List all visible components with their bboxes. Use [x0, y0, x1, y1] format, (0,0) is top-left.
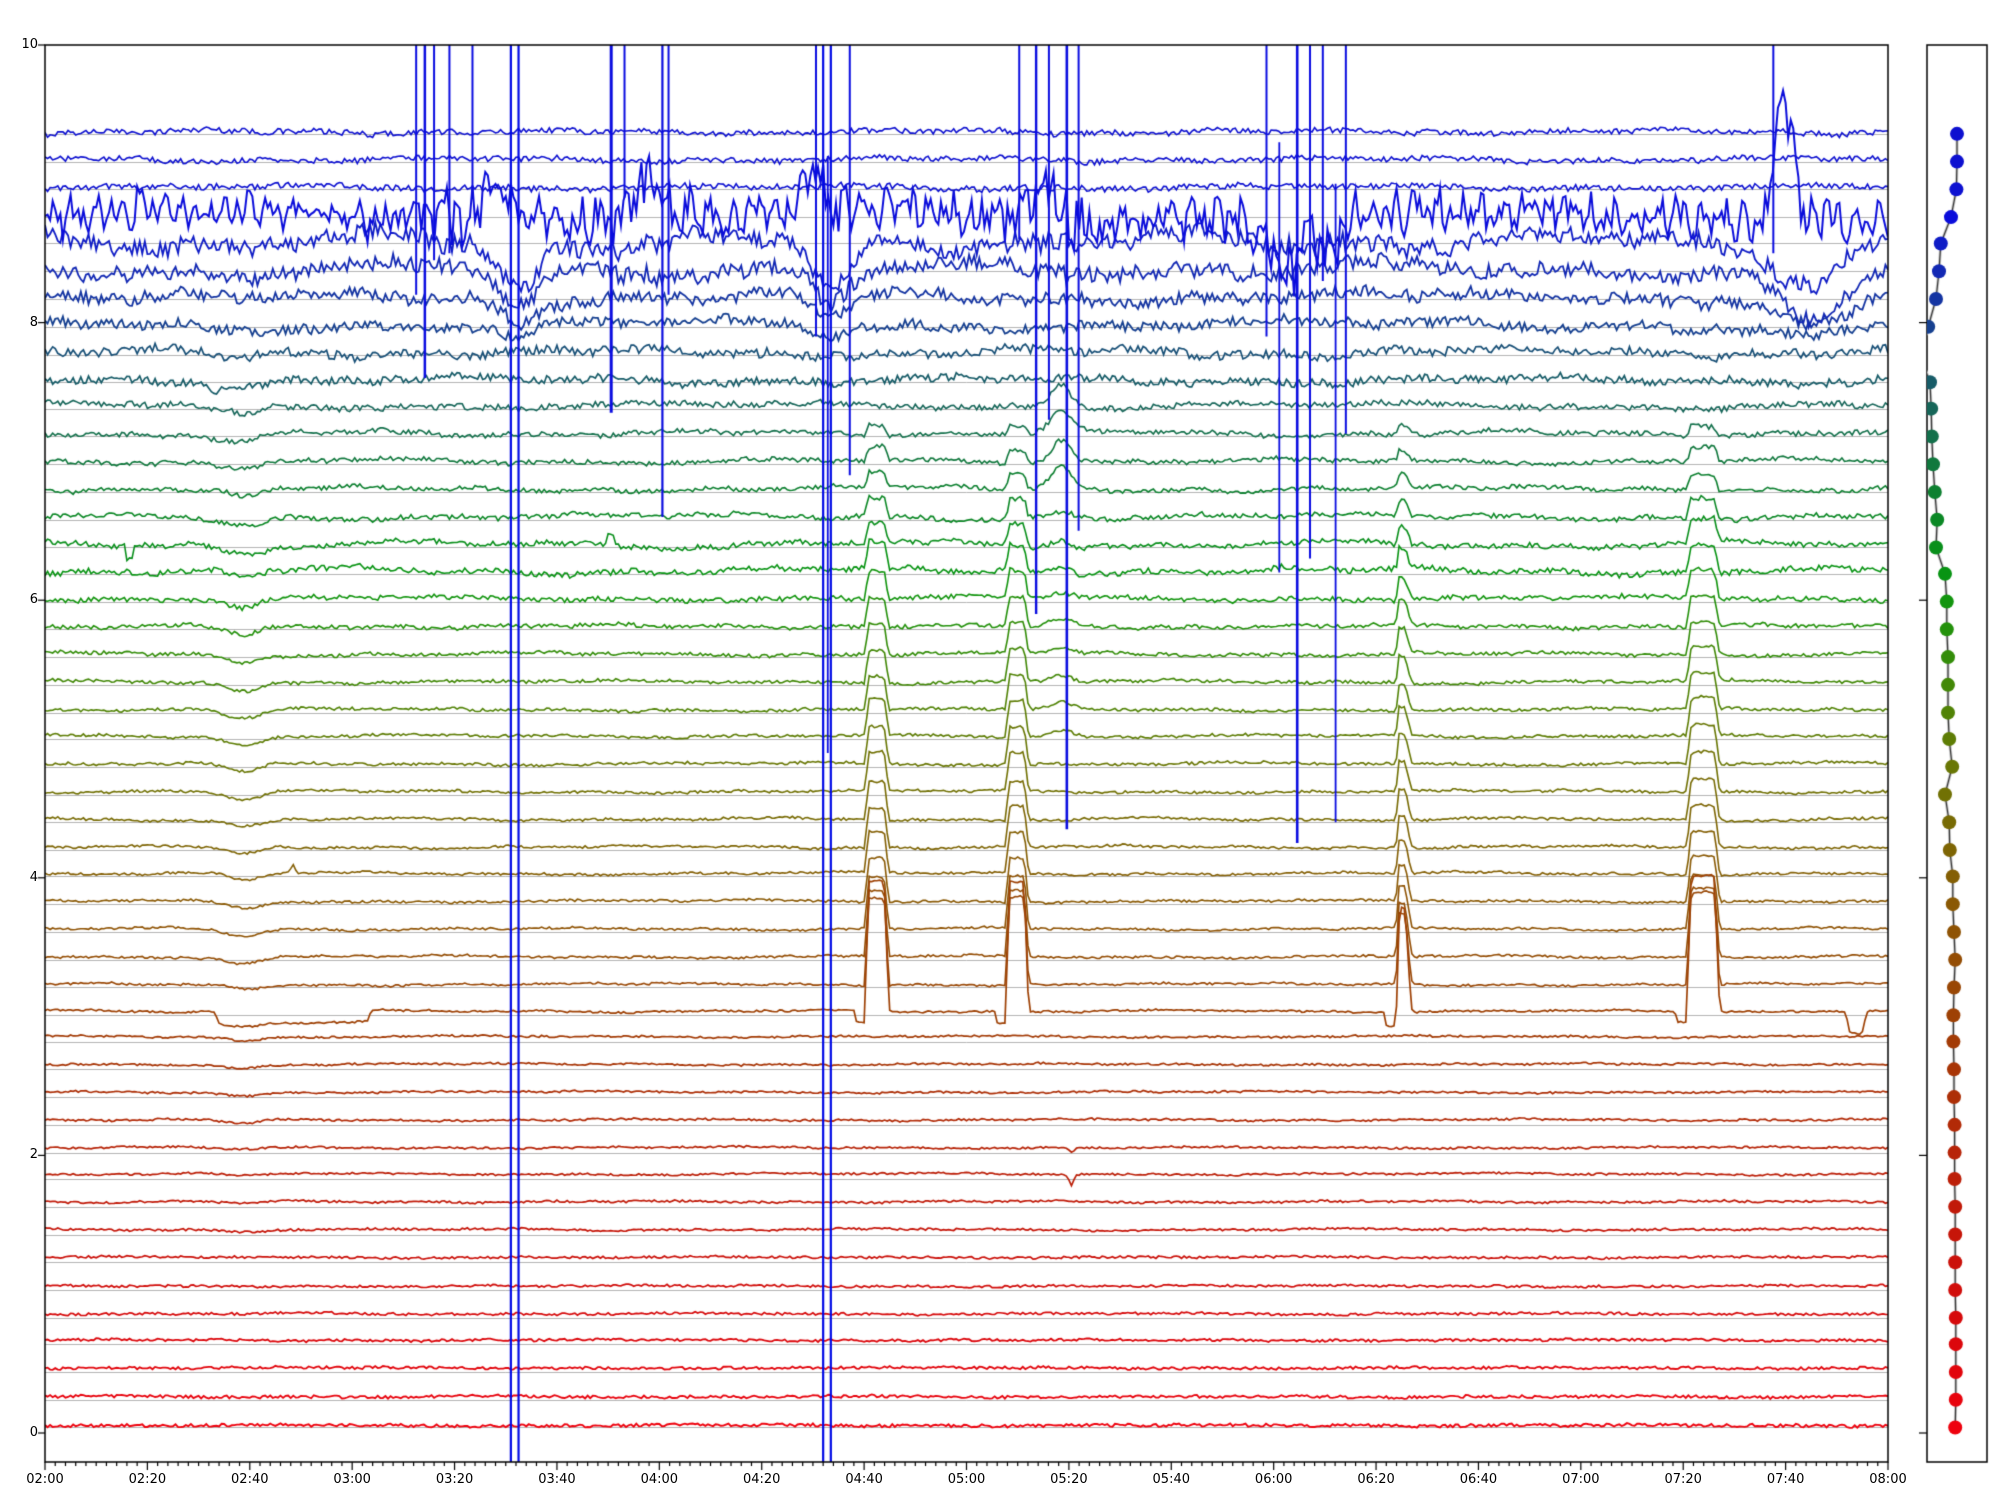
- x-tick-label: 06:20: [1357, 1472, 1395, 1487]
- x-tick-label: 06:40: [1459, 1472, 1498, 1487]
- x-tick-label: 04:20: [742, 1472, 781, 1487]
- x-tick-label: 03:20: [435, 1472, 474, 1487]
- x-tick-label: 05:00: [947, 1472, 986, 1487]
- x-tick-label: 05:20: [1050, 1472, 1088, 1487]
- x-tick-label: 03:00: [333, 1472, 371, 1487]
- x-tick-label: 04:40: [845, 1472, 883, 1487]
- y-tick-label: 0: [29, 1425, 38, 1440]
- x-tick-label: 04:00: [640, 1472, 679, 1487]
- x-tick-label: 02:40: [231, 1472, 269, 1487]
- y-tick-label: 2: [29, 1147, 38, 1163]
- x-tick-label: 03:40: [538, 1472, 576, 1487]
- x-tick-label: 02:00: [26, 1472, 64, 1487]
- x-tick-label: 06:00: [1254, 1472, 1293, 1487]
- x-tick-label: 07:00: [1562, 1472, 1600, 1487]
- y-tick-label: 4: [29, 869, 38, 885]
- x-tick-label: 08:00: [1869, 1472, 1907, 1487]
- x-tick-label: 07:40: [1766, 1472, 1805, 1487]
- y-tick-label: 8: [29, 314, 38, 330]
- y-tick-label: 10: [21, 37, 38, 52]
- x-tick-label: 02:20: [128, 1472, 167, 1487]
- x-tick-label: 05:40: [1152, 1472, 1190, 1487]
- y-tick-label: 6: [29, 592, 38, 608]
- x-tick-label: 07:20: [1664, 1472, 1702, 1487]
